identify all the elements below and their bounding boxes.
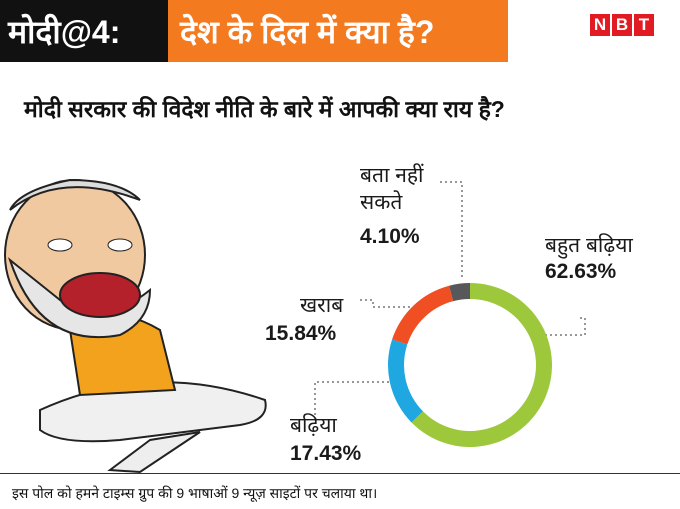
donut-segment <box>411 283 552 447</box>
illustration <box>4 178 267 474</box>
donut-segment <box>449 283 470 302</box>
footer-rule <box>0 473 680 474</box>
value-label: 62.63% <box>545 260 617 283</box>
category-label: खराब <box>300 294 344 317</box>
badge-box <box>0 0 168 62</box>
logo-letter: N <box>590 14 610 36</box>
value-label: 17.43% <box>290 442 362 465</box>
leader-lines <box>314 181 586 420</box>
headline: देश के दिल में क्या है? <box>180 14 435 50</box>
footer: इस पोल को हमने टाइम्स ग्रुप की 9 भाषाओं … <box>12 485 378 501</box>
donut-segment <box>392 285 454 345</box>
value-label: 15.84% <box>265 322 337 345</box>
category-label: बता नहीं सकते <box>360 164 424 214</box>
category-label: बढ़िया <box>290 414 337 437</box>
badge: मोदी@4: <box>8 14 121 50</box>
category-label: बहुत बढ़िया <box>545 234 633 257</box>
headline-box <box>168 0 508 62</box>
logo-letter: T <box>634 14 654 36</box>
value-label: 4.10% <box>360 225 420 248</box>
donut-segment <box>388 339 423 423</box>
logo-letter: B <box>612 14 632 36</box>
chart-title: मोदी सरकार की विदेश नीति के बारे में आपक… <box>24 96 505 122</box>
